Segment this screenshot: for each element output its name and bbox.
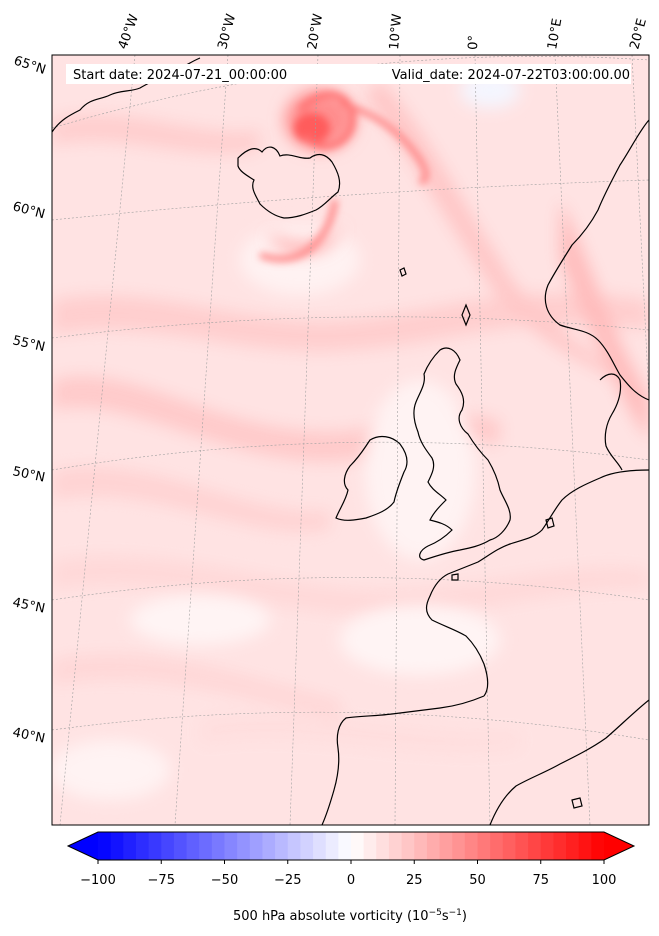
vorticity-field-bands <box>52 80 649 754</box>
colorbar-segment <box>98 832 112 860</box>
colorbar-segment <box>502 832 516 860</box>
colorbar-segment <box>351 832 365 860</box>
colorbar-segments <box>68 832 634 860</box>
colorbar-segment <box>211 832 225 860</box>
lon-label-20w: 20°W <box>305 13 326 51</box>
colorbar-segment <box>135 832 150 860</box>
colorbar-segment <box>452 832 466 860</box>
colorbar-tick-label: 0 <box>347 873 355 888</box>
continental-coast <box>425 469 649 697</box>
lat-labels: 65°N 60°N 55°N 50°N 45°N 40°N <box>11 54 48 747</box>
colorbar-segment <box>464 832 478 860</box>
graticule <box>52 55 649 825</box>
lon-label-20e: 20°E <box>627 17 650 51</box>
vorticity-cyclone <box>258 90 429 262</box>
colorbar-segment <box>401 832 415 860</box>
colorbar-tick-label: −50 <box>211 873 238 888</box>
header-box <box>66 64 631 84</box>
colorbar-segment <box>363 832 377 860</box>
colorbar-tick-label: 50 <box>469 873 486 888</box>
colorbar-segment <box>490 832 504 860</box>
lon-label-10w: 10°W <box>387 13 405 50</box>
lat-label-55n: 55°N <box>11 333 46 355</box>
lon-label-30w: 30°W <box>215 12 239 51</box>
mediterranean-coast <box>489 699 649 825</box>
colorbar-tick-label: −75 <box>148 873 175 888</box>
colorbar-tick-label: 25 <box>406 873 423 888</box>
lon-labels: 40°W 30°W 20°W 10°W 0° 10°E 20°E <box>116 12 650 51</box>
colorbar-segment <box>439 832 453 860</box>
scandinavia-coast <box>544 119 649 401</box>
colorbar-segment <box>414 832 428 860</box>
lat-label-65n: 65°N <box>12 54 48 78</box>
colorbar-segment <box>249 832 263 860</box>
colorbar-ticks: −100 −75 −50 −25 0 25 50 75 100 <box>80 860 616 888</box>
colorbar-segment <box>300 832 314 860</box>
colorbar-segment <box>325 832 339 860</box>
iberia-coast <box>321 695 485 825</box>
colorbar-segment <box>338 832 352 860</box>
colorbar-segment <box>287 832 301 860</box>
colorbar-segment <box>578 832 592 860</box>
colorbar-segment <box>426 832 441 860</box>
lat-label-45n: 45°N <box>11 595 46 616</box>
valid-date: Valid_date: 2024-07-22T03:00:00.00 <box>392 68 630 83</box>
colorbar-segment <box>110 832 124 860</box>
lon-label-10e: 10°E <box>545 17 565 50</box>
lon-label-40w: 40°W <box>116 12 142 51</box>
colorbar-label: 500 hPa absolute vorticity (10−5s−1) <box>233 908 467 924</box>
lat-label-60n: 60°N <box>11 199 47 222</box>
colorbar-tick-label: −100 <box>80 873 116 888</box>
colorbar-segment <box>173 832 188 860</box>
colorbar-segment <box>237 832 251 860</box>
colorbar-tick-label: 75 <box>532 873 549 888</box>
colorbar-tick-label: 100 <box>592 873 617 888</box>
colorbar-segment <box>540 832 554 860</box>
map-panel <box>52 55 649 825</box>
colorbar-segment <box>123 832 137 860</box>
colorbar-extend-max <box>604 832 634 860</box>
lat-label-50n: 50°N <box>11 464 46 485</box>
great-britain-coast <box>413 347 511 561</box>
colorbar-segment <box>148 832 162 860</box>
lat-label-40n: 40°N <box>11 725 46 746</box>
denmark-coast <box>599 373 623 471</box>
colorbar-segment <box>161 832 175 860</box>
colorbar-segment <box>388 832 403 860</box>
colorbar-segment <box>275 832 289 860</box>
coastlines <box>52 57 649 825</box>
colorbar-segment <box>186 832 200 860</box>
colorbar-segment <box>199 832 213 860</box>
colorbar-segment <box>566 832 580 860</box>
colorbar-segment <box>591 832 605 860</box>
lon-label-0: 0° <box>466 35 482 50</box>
colorbar-segment <box>553 832 567 860</box>
map-border <box>51 54 650 826</box>
colorbar-segment <box>262 832 276 860</box>
colorbar-segment <box>376 832 390 860</box>
ireland-coast <box>335 435 408 521</box>
colorbar: −100 −75 −50 −25 0 25 50 75 100 500 hPa absolute… <box>66 831 636 924</box>
colorbar-segment <box>528 832 542 860</box>
colorbar-segment <box>313 832 327 860</box>
start-date: Start date: 2024-07-21_00:00:00 <box>73 68 287 83</box>
colorbar-extend-min <box>68 832 98 860</box>
colorbar-segment <box>224 832 238 860</box>
colorbar-segment <box>477 832 491 860</box>
iceland-coast <box>237 146 341 219</box>
colorbar-tick-label: −25 <box>274 873 301 888</box>
colorbar-segment <box>515 832 529 860</box>
